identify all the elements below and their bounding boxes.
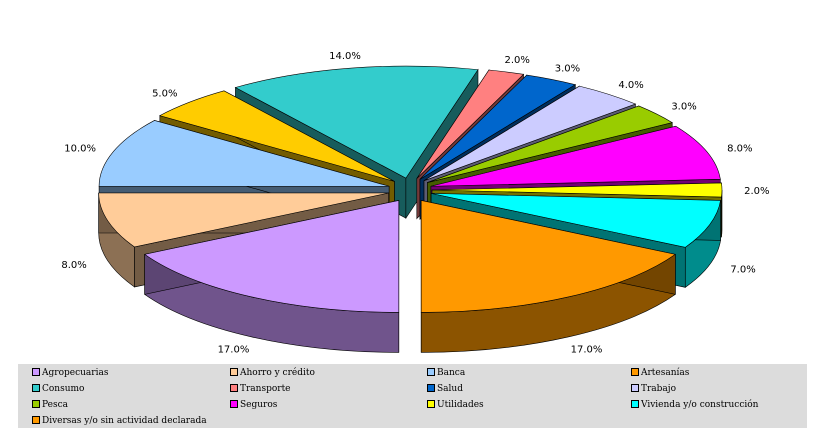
slice-seguros [430,125,721,187]
label-consumo: 14.0% [329,51,361,62]
legend-swatch [427,383,435,392]
label-seguros: 8.0% [727,143,752,154]
label-ahorro-y-credito: 8.0% [61,260,86,271]
legend-label: Pesca [42,400,69,410]
legend-swatch [427,367,435,376]
label-salud: 3.0% [555,63,580,74]
legend-label: Diversas y/o sin actividad declarada [42,416,207,426]
label-agropecuarias: 17.0% [218,344,250,355]
slice-tops [98,65,723,313]
legend-item: Transporte [230,383,291,394]
legend-item: Trabajo [631,383,677,394]
slice-trabajo [423,85,637,181]
slice-banca [98,120,390,187]
legend-swatch [230,383,238,392]
slice-utilidades [431,182,723,198]
legend-item: Salud [427,383,463,394]
legend-item: Diversas y/o sin actividad declarada [32,415,207,426]
slice-agropecuarias [143,200,400,313]
slice-ahorro-y-credito [98,192,389,248]
legend-item: Seguros [230,399,278,410]
label-artesanias: 5.0% [152,89,177,100]
legend-swatch [230,367,238,376]
legend-item: Utilidades [427,399,484,410]
legend-swatch [32,367,40,376]
legend-item: Pesca [32,399,69,410]
legend-label: Artesanías [641,368,690,378]
legend-item: Ahorro y crédito [230,367,315,378]
legend-label: Vivienda y/o construcción [641,400,759,410]
legend-swatch [32,383,40,392]
legend-item: Agropecuarias [32,367,109,378]
legend-label: Banca [437,368,466,378]
label-vivienda-y-o-construccion: 7.0% [730,264,755,275]
slice-vivienda-y-o-construccion [431,193,721,248]
label-trabajo: 4.0% [618,80,643,91]
legend-label: Utilidades [437,400,484,410]
slice-labels: 17.0% 8.0% 10.0% 5.0% 14.0% 2.0% 3.0% 4.0% 3.0% 8… [61,51,769,355]
legend-item: Consumo [32,383,85,394]
legend-swatch [631,367,639,376]
legend-item: Banca [427,367,466,378]
slice-consumo [234,65,479,179]
legend-label: Consumo [42,384,85,394]
legend-swatch [32,399,40,408]
legend-label: Agropecuarias [42,368,109,378]
slice-diversas-y-o-sin-actividad-declarada [420,200,677,313]
legend-swatch [631,399,639,408]
legend-label: Salud [437,384,463,394]
legend-label: Ahorro y crédito [240,368,315,378]
slice-artesanias [159,90,395,182]
slice-pesca [427,105,674,183]
pie-chart: 17.0% 8.0% 10.0% 5.0% 14.0% 2.0% 3.0% 4.0% 3.0% 8… [61,51,769,355]
slice-transporte [416,69,525,179]
label-transporte: 2.0% [504,55,529,66]
legend-label: Seguros [240,400,278,410]
legend-swatch [32,415,40,424]
label-diversas-y-o-sin-actividad-declarada: 17.0% [571,344,603,355]
label-utilidades: 2.0% [744,186,769,197]
label-banca: 10.0% [64,143,96,154]
legend-swatch [427,399,435,408]
slice-salud [419,74,577,180]
legend-item: Artesanías [631,367,690,378]
legend: Agropecuarias Ahorro y crédito Banca Artesa… [18,364,807,428]
label-pesca: 3.0% [671,102,696,113]
legend-label: Trabajo [641,384,677,394]
legend-swatch [230,399,238,408]
legend-swatch [631,383,639,392]
legend-label: Transporte [240,384,291,394]
legend-item: Vivienda y/o construcción [631,399,759,410]
